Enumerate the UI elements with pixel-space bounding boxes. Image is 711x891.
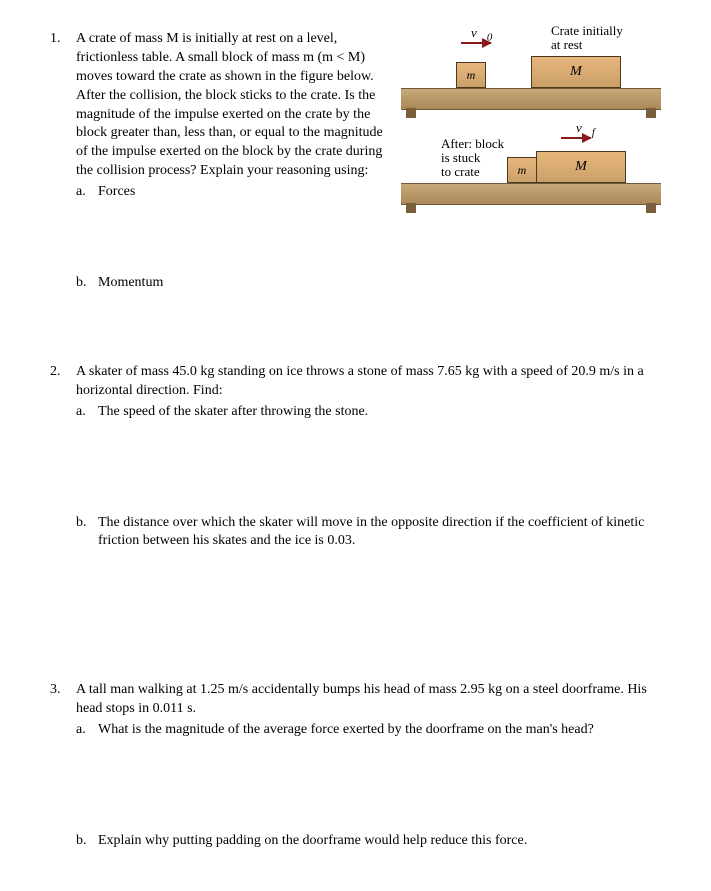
question-3: 3. A tall man walking at 1.25 m/s accide… — [50, 681, 661, 851]
q2-stem: A skater of mass 45.0 kg standing on ice… — [76, 363, 661, 401]
q1a-text: Forces — [98, 183, 391, 202]
table-leg — [406, 108, 416, 118]
q1-figure: v⃗0 Crate initially at rest m M v⃗f Afte… — [401, 24, 661, 219]
q2a-text: The speed of the skater after throwing t… — [98, 403, 661, 422]
q3b-text: Explain why putting padding on the doorf… — [98, 832, 661, 851]
q1-part-b: b. Momentum — [76, 274, 661, 293]
q3a-label: a. — [76, 721, 98, 740]
table-surface-after — [401, 183, 661, 205]
q2-part-a: a. The speed of the skater after throwin… — [76, 403, 661, 422]
q1-number: 1. — [50, 30, 76, 323]
q2a-label: a. — [76, 403, 98, 422]
q3a-text: What is the magnitude of the average for… — [98, 721, 661, 740]
v0-arrow — [461, 42, 491, 44]
q2b-text: The distance over which the skater will … — [98, 514, 661, 552]
q3-body: A tall man walking at 1.25 m/s accidenta… — [76, 681, 661, 851]
q1-figure-before: v⃗0 Crate initially at rest m M — [401, 24, 661, 119]
table-leg — [646, 108, 656, 118]
block-m-after: m — [507, 157, 537, 183]
question-1: 1. v⃗0 Crate initially at rest m M v — [50, 30, 661, 323]
block-M-before: M — [531, 56, 621, 88]
q1-body: v⃗0 Crate initially at rest m M v⃗f Afte… — [76, 30, 661, 323]
q1-figure-after: v⃗f After: block is stuck to crate M m — [401, 119, 661, 219]
question-2: 2. A skater of mass 45.0 kg standing on … — [50, 363, 661, 641]
q2-number: 2. — [50, 363, 76, 641]
q3b-label: b. — [76, 832, 98, 851]
q3-number: 3. — [50, 681, 76, 851]
q3-stem: A tall man walking at 1.25 m/s accidenta… — [76, 681, 661, 719]
q1b-label: b. — [76, 274, 98, 293]
q3-part-a: a. What is the magnitude of the average … — [76, 721, 661, 740]
q3-part-b: b. Explain why putting padding on the do… — [76, 832, 661, 851]
table-leg — [646, 203, 656, 213]
vf-arrow — [561, 137, 591, 139]
q1a-label: a. — [76, 183, 98, 202]
q1-part-a: a. Forces — [76, 183, 391, 202]
q2b-label: b. — [76, 514, 98, 552]
q2-body: A skater of mass 45.0 kg standing on ice… — [76, 363, 661, 641]
at-rest-label: at rest — [551, 36, 582, 54]
block-M-after: M — [536, 151, 626, 183]
q2-part-b: b. The distance over which the skater wi… — [76, 514, 661, 552]
table-leg — [406, 203, 416, 213]
q1b-text: Momentum — [98, 274, 661, 293]
block-m-before: m — [456, 62, 486, 88]
to-crate-label: to crate — [441, 163, 480, 181]
table-surface-before — [401, 88, 661, 110]
